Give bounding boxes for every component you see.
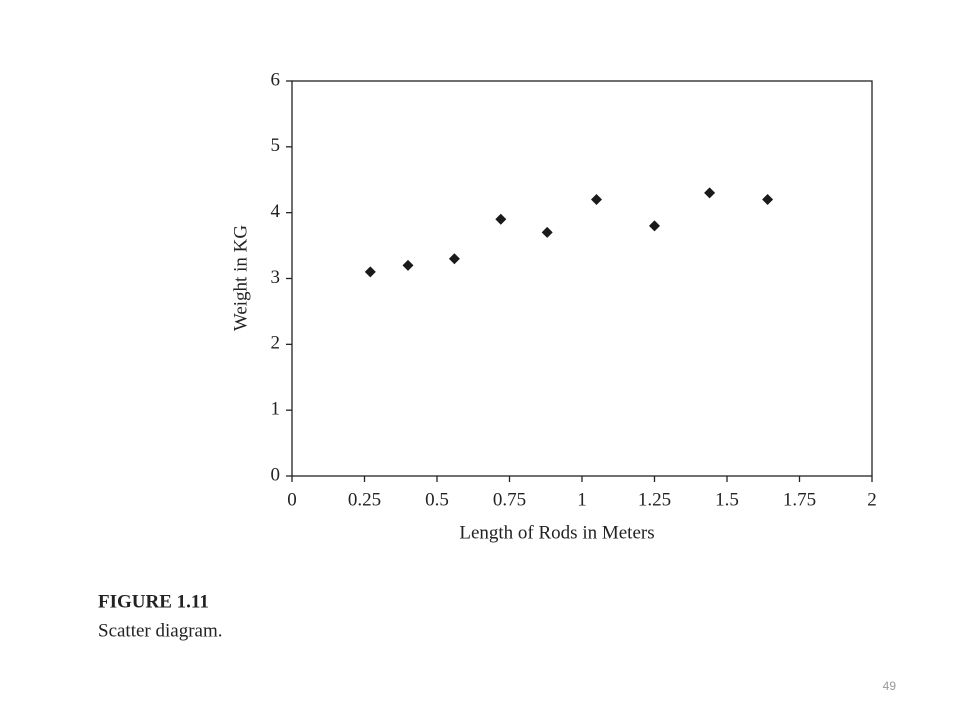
x-tick-label: 1.5 <box>715 489 739 510</box>
y-tick-label: 1 <box>271 399 281 420</box>
point <box>541 226 553 238</box>
y-tick-label: 6 <box>271 69 281 90</box>
y-tick-label: 2 <box>271 333 281 354</box>
x-tick-label: 1.75 <box>783 489 816 510</box>
x-tick-label: 1 <box>577 489 587 510</box>
figure-caption: Scatter diagram. <box>98 620 223 641</box>
y-tick-label: 5 <box>271 135 281 156</box>
y-axis-label: Weight in KG <box>230 225 251 331</box>
x-tick-label: 0 <box>287 489 297 510</box>
point <box>495 213 507 225</box>
x-tick-label: 1.25 <box>638 489 671 510</box>
point <box>364 266 376 278</box>
y-tick-label: 0 <box>271 464 281 485</box>
point <box>704 187 716 199</box>
point <box>649 220 660 232</box>
point <box>591 194 602 205</box>
y-tick-label: 4 <box>271 201 281 222</box>
y-tick-label: 3 <box>271 267 281 288</box>
point <box>448 253 460 265</box>
point <box>402 259 414 271</box>
x-tick-label: 0.75 <box>493 489 526 510</box>
x-tick-label: 0.25 <box>348 489 381 510</box>
x-tick-label: 0.5 <box>425 489 449 510</box>
point <box>762 194 774 205</box>
x-tick-label: 2 <box>867 489 877 510</box>
x-axis-label: Length of Rods in Meters <box>459 522 654 543</box>
figure-label: FIGURE 1.11 <box>98 591 209 612</box>
page-number: 49 <box>883 679 897 693</box>
plot-frame <box>291 80 873 477</box>
